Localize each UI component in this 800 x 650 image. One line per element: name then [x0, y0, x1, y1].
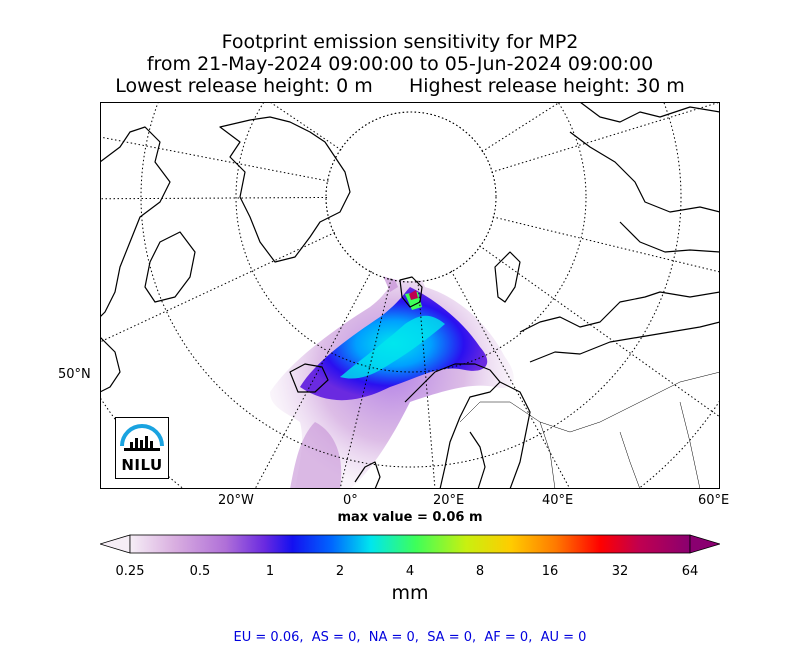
nilu-logo: NILU [115, 417, 169, 479]
nilu-logo-text: NILU [121, 456, 163, 474]
colorbar-tick: 0.25 [115, 564, 145, 579]
plume-lower-tail [290, 422, 342, 489]
max-value-label: max value = 0.06 m [337, 510, 483, 525]
colorbar-gradient [129, 534, 691, 554]
lon-label-20e: 20°E [433, 493, 465, 508]
plume-source-red [409, 290, 418, 300]
colorbar-extend-high [689, 534, 720, 554]
chart-title-line-1: Footprint emission sensitivity for MP2 [221, 31, 579, 53]
uk-coast [354, 461, 381, 489]
plume-source-green [405, 292, 422, 310]
lon-label-20w: 20°W [218, 493, 254, 508]
baffin-coast [144, 231, 196, 303]
scandinavia-east [499, 381, 531, 489]
lon-label-60e: 60°E [698, 493, 730, 508]
labrador-coast [100, 336, 121, 393]
footprint-map [100, 102, 720, 489]
pole-cap [327, 113, 495, 281]
colorbar-tick: 4 [405, 564, 415, 579]
siberia-coast [569, 131, 720, 213]
novaya-zemlya-coast [494, 251, 521, 303]
colorbar-tick: 1 [265, 564, 275, 579]
plume-cyan-band [340, 315, 445, 379]
russia-arctic-coast [519, 291, 720, 333]
lon-label-0: 0° [343, 493, 358, 508]
taymyr-coast [619, 221, 720, 253]
iceland-coast [289, 363, 329, 393]
colorbar-tick: 8 [475, 564, 485, 579]
russia-north-coast-2 [529, 321, 720, 363]
baltic-coast [469, 431, 486, 489]
map-panel: NILU [100, 102, 720, 489]
colorbar-tick: 64 [681, 564, 699, 579]
colorbar-tick: 0.5 [189, 564, 211, 579]
colorbar-extend-low [100, 534, 131, 554]
borders [459, 371, 720, 489]
region-summary: EU = 0.06, AS = 0, NA = 0, SA = 0, AF = … [233, 630, 587, 645]
chart-title-line-3: Lowest release height: 0 m Highest relea… [115, 75, 685, 97]
greenland-coast [219, 116, 351, 263]
colorbar-tick: 32 [611, 564, 629, 579]
chart-title-line-2: from 21-May-2024 09:00:00 to 05-Jun-2024… [146, 53, 654, 75]
canada-arctic-coast [100, 126, 171, 318]
coastlines [100, 102, 720, 489]
lon-label-40e: 40°E [542, 493, 574, 508]
nilu-logo-mark [120, 424, 164, 451]
colorbar-tick: 16 [541, 564, 559, 579]
colorbar-tick: 2 [335, 564, 345, 579]
svalbard-coast [399, 276, 423, 308]
colorbar-units: mm [391, 582, 429, 604]
siberia-coast-2 [579, 102, 720, 123]
lat-label-50n: 50°N [58, 367, 91, 382]
colorbar [100, 534, 720, 554]
